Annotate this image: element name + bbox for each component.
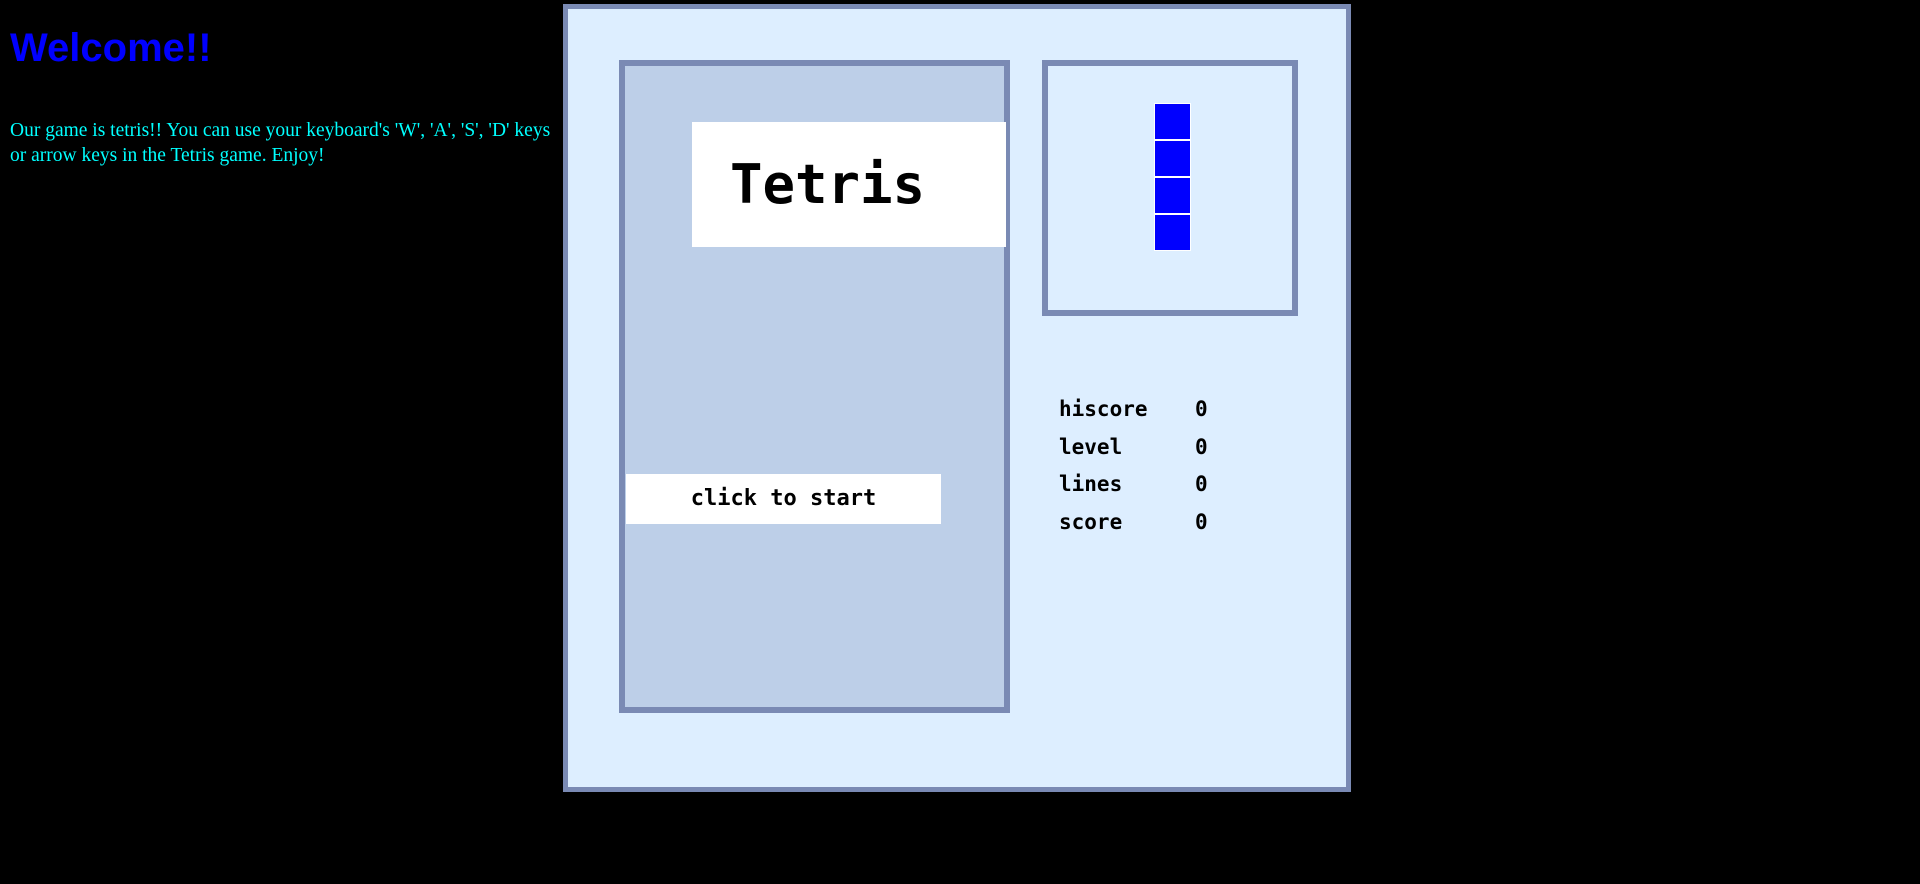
next-piece-cell [1154,214,1191,251]
game-container: Tetris click to start hiscore 0 level 0 li… [563,4,1351,792]
stat-level: level 0 [1059,429,1208,467]
stat-label: score [1059,509,1123,534]
stat-label: lines [1059,472,1123,496]
next-piece-cell [1154,103,1191,140]
tetris-playfield[interactable]: Tetris click to start [619,60,1010,713]
stat-value: 0 [1195,509,1208,534]
stats-panel: hiscore 0 level 0 lines 0 score 0 [1059,391,1208,541]
stat-hiscore: hiscore 0 [1059,391,1208,429]
stat-lines: lines 0 [1059,466,1208,504]
welcome-heading: Welcome!! [10,26,212,70]
stat-label: level [1059,434,1123,459]
next-piece-cell [1154,140,1191,177]
stat-value: 0 [1195,472,1208,496]
instructions-text: Our game is tetris!! You can use your ke… [10,120,551,166]
intro-section: Welcome!! Our game is tetris!! You can u… [10,22,565,166]
next-piece-cell [1154,177,1191,214]
stat-score: score 0 [1059,504,1208,542]
game-title: Tetris [692,122,1006,247]
stat-label: hiscore [1059,397,1148,421]
start-button[interactable]: click to start [626,474,941,524]
stat-value: 0 [1195,397,1208,421]
stat-value: 0 [1195,434,1208,459]
next-piece-preview [1042,60,1298,316]
